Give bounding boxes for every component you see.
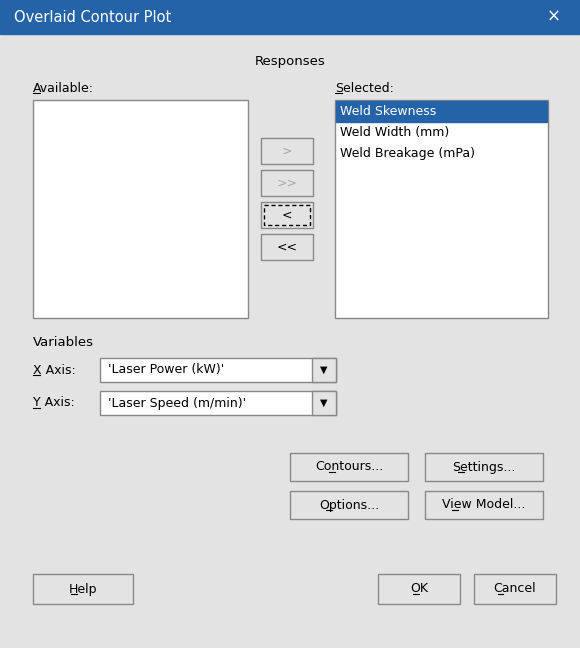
Text: Weld Breakage (mPa): Weld Breakage (mPa) bbox=[340, 147, 475, 160]
Text: OK: OK bbox=[410, 583, 428, 596]
Bar bbox=[425, 491, 543, 519]
Text: ×: × bbox=[547, 8, 561, 26]
Text: >>: >> bbox=[277, 176, 298, 189]
Text: 'Laser Speed (m/min)': 'Laser Speed (m/min)' bbox=[108, 397, 246, 410]
Bar bbox=[261, 234, 313, 260]
Bar bbox=[290, 491, 408, 519]
Text: Weld Skewness: Weld Skewness bbox=[340, 105, 436, 118]
Bar bbox=[261, 202, 313, 228]
Text: ▼: ▼ bbox=[320, 365, 328, 375]
Bar bbox=[336, 101, 547, 122]
Text: Cancel: Cancel bbox=[494, 583, 536, 596]
Bar bbox=[312, 358, 336, 382]
Bar bbox=[378, 574, 460, 604]
Bar bbox=[100, 358, 336, 382]
Bar bbox=[33, 100, 248, 318]
Text: Help: Help bbox=[69, 583, 97, 596]
Text: Variables: Variables bbox=[33, 336, 94, 349]
Text: Options...: Options... bbox=[319, 498, 379, 511]
Text: Selected:: Selected: bbox=[335, 82, 394, 95]
Text: <: < bbox=[282, 209, 292, 222]
Text: View Model...: View Model... bbox=[443, 498, 525, 511]
Text: <<: << bbox=[277, 240, 298, 253]
Bar bbox=[474, 574, 556, 604]
Text: Weld Width (mm): Weld Width (mm) bbox=[340, 126, 450, 139]
Text: 'Laser Power (kW)': 'Laser Power (kW)' bbox=[108, 364, 224, 376]
Bar bbox=[261, 138, 313, 164]
Text: Contours...: Contours... bbox=[315, 461, 383, 474]
Text: >: > bbox=[282, 145, 292, 157]
Bar bbox=[100, 391, 336, 415]
Bar bbox=[312, 391, 336, 415]
Bar bbox=[425, 453, 543, 481]
Bar bbox=[290, 453, 408, 481]
Text: ▼: ▼ bbox=[320, 398, 328, 408]
Text: Settings...: Settings... bbox=[452, 461, 516, 474]
Bar bbox=[264, 205, 310, 225]
Text: Y Axis:: Y Axis: bbox=[33, 397, 75, 410]
Bar bbox=[335, 100, 548, 318]
Text: Responses: Responses bbox=[255, 56, 325, 69]
Text: X Axis:: X Axis: bbox=[33, 364, 76, 376]
Text: Overlaid Contour Plot: Overlaid Contour Plot bbox=[14, 10, 171, 25]
Bar bbox=[261, 170, 313, 196]
Text: Available:: Available: bbox=[33, 82, 94, 95]
Bar bbox=[33, 574, 133, 604]
Bar bbox=[0, 0, 580, 34]
